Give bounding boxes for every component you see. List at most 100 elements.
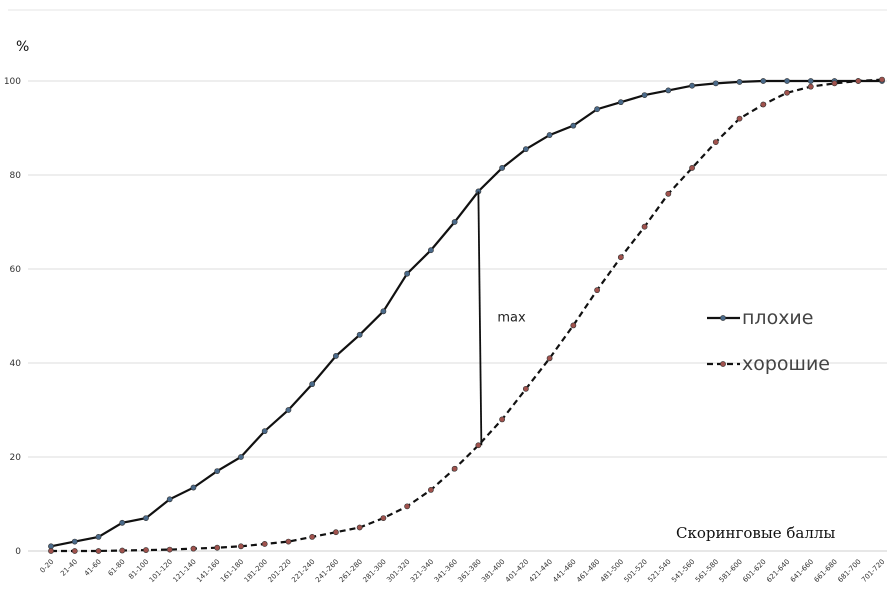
y-tick-label: 60 <box>10 265 22 275</box>
x-tick-label: 661-680 <box>813 558 839 584</box>
data-point <box>333 529 339 536</box>
legend: плохие хорошие <box>707 307 830 375</box>
x-tick-label: 81-100 <box>127 558 150 581</box>
data-point <box>71 538 78 545</box>
data-point <box>238 454 244 460</box>
data-point <box>380 308 387 315</box>
gridlines <box>8 9 887 552</box>
x-tick-label: 161-180 <box>219 558 245 584</box>
data-point <box>689 82 695 89</box>
x-tick-label: 121-140 <box>172 558 198 584</box>
legend-marker-1 <box>720 315 726 321</box>
data-point <box>71 548 78 554</box>
x-tick-label: 481-500 <box>599 558 625 584</box>
x-axis-ticks: 0-20 21-40 41-60 61-80 81-100101-120121-1401… <box>39 558 887 584</box>
data-point <box>522 385 529 392</box>
max-gap-line <box>477 191 483 446</box>
x-tick-label: 181-200 <box>243 558 269 584</box>
data-point <box>404 503 411 510</box>
data-point <box>784 78 790 84</box>
legend-marker-2 <box>720 361 726 367</box>
legend-label-2: хорошие <box>742 353 830 375</box>
data-point <box>214 544 221 551</box>
data-point <box>689 165 695 171</box>
series-line-2 <box>51 78 883 553</box>
data-point <box>427 486 434 493</box>
data-point <box>546 132 553 138</box>
data-point <box>238 543 244 550</box>
x-tick-label: 421-440 <box>528 558 554 584</box>
y-tick-label: 80 <box>10 171 22 181</box>
x-tick-label: 61-80 <box>107 558 127 578</box>
data-point <box>356 524 363 531</box>
data-point <box>594 106 600 113</box>
data-point <box>309 534 316 540</box>
series-lines <box>48 76 885 554</box>
x-tick-label: 301-320 <box>385 558 411 584</box>
data-point <box>736 79 743 85</box>
data-point <box>451 219 458 225</box>
data-point <box>285 407 292 413</box>
data-point <box>784 89 790 96</box>
data-point <box>380 515 387 521</box>
data-point <box>119 519 126 526</box>
data-point <box>451 465 458 472</box>
data-point <box>855 78 862 84</box>
data-point <box>499 416 506 423</box>
data-point <box>119 547 126 554</box>
x-tick-label: 441-460 <box>551 558 577 584</box>
x-tick-label: 621-640 <box>765 558 791 584</box>
data-point <box>712 80 719 87</box>
x-tick-label: 701-720 <box>860 558 886 584</box>
x-tick-label: 261-280 <box>338 558 364 584</box>
x-tick-label: 321-340 <box>409 558 435 584</box>
data-point <box>570 322 577 329</box>
x-tick-label: 221-240 <box>290 558 316 584</box>
x-tick-label: 501-520 <box>623 558 649 584</box>
data-point <box>594 287 600 294</box>
data-point <box>736 115 743 122</box>
data-point <box>143 515 149 521</box>
data-point <box>807 78 814 84</box>
data-point <box>48 548 54 554</box>
data-point <box>190 484 197 491</box>
data-point <box>522 146 529 153</box>
data-point <box>309 381 316 388</box>
x-tick-label: 0-20 <box>39 558 56 575</box>
data-point <box>166 496 173 503</box>
x-tick-label: 601-620 <box>741 558 767 584</box>
x-tick-label: 361-380 <box>456 558 482 584</box>
x-tick-label: 681-700 <box>836 558 862 584</box>
data-point <box>665 87 672 94</box>
legend-label-1: плохие <box>742 307 813 329</box>
data-point <box>665 190 672 197</box>
data-point <box>475 442 482 449</box>
data-point <box>261 541 268 547</box>
x-tick-label: 641-660 <box>789 558 815 584</box>
x-tick-label: 561-580 <box>694 558 720 584</box>
data-point <box>261 428 268 435</box>
data-point <box>404 270 411 277</box>
x-tick-label: 541-560 <box>670 558 696 584</box>
data-point <box>617 99 624 106</box>
series-line-1 <box>50 79 882 548</box>
data-point <box>641 92 648 98</box>
x-tick-label: 341-360 <box>433 558 459 584</box>
x-tick-label: 281-300 <box>361 558 387 584</box>
data-point <box>617 254 624 261</box>
data-point <box>285 538 292 545</box>
data-point <box>166 546 173 553</box>
x-tick-label: 141-160 <box>195 558 221 584</box>
data-point <box>143 547 149 553</box>
data-point <box>570 122 577 129</box>
x-tick-label: 201-220 <box>267 558 293 584</box>
x-tick-label: 101-120 <box>148 558 174 584</box>
data-point <box>831 80 838 87</box>
data-point <box>95 534 102 540</box>
data-point <box>427 247 434 254</box>
y-tick-label: 20 <box>10 453 22 463</box>
x-tick-label: 521-540 <box>646 558 672 584</box>
max-label: max <box>497 310 526 325</box>
data-point <box>190 545 197 552</box>
